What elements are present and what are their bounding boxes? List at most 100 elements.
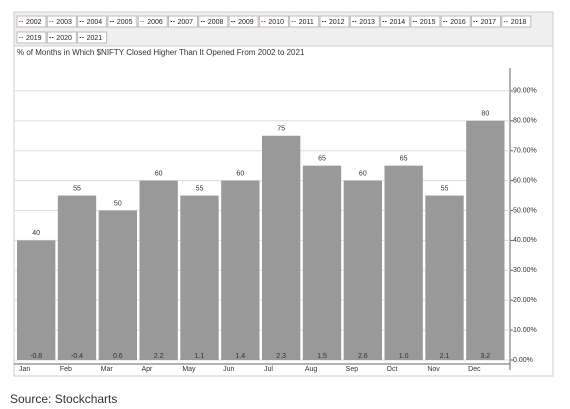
source: Source: Stockcharts (10, 392, 117, 406)
value-label: 55 (441, 185, 449, 192)
legend-button[interactable] (107, 15, 138, 28)
legend-label: 2015 (420, 19, 436, 26)
legend-button[interactable] (137, 15, 168, 28)
value-label: 80 (481, 111, 489, 118)
return-label: 2.3 (276, 353, 286, 360)
x-tick-label: Apr (142, 366, 154, 373)
bar (262, 135, 301, 360)
legend-button[interactable] (16, 15, 47, 28)
bar (57, 195, 97, 360)
y-tick-label: 30.00% (513, 267, 537, 274)
value-label: 60 (236, 170, 244, 177)
y-tick-label: 90.00% (513, 88, 537, 95)
legend-label: 2008 (208, 19, 224, 26)
y-tick-label: 10.00% (513, 327, 537, 334)
legend-button[interactable] (440, 15, 471, 28)
bar (221, 180, 260, 360)
x-tick-label: Dec (468, 366, 481, 373)
x-tick-label: Jan (19, 366, 30, 373)
legend-label: 2016 (450, 19, 466, 26)
legend-label: 2011 (299, 19, 314, 26)
legend-label: 2010 (268, 19, 284, 26)
value-label: 55 (196, 185, 204, 192)
x-tick-label: Sep (346, 366, 359, 373)
y-tick-label: 80.00% (513, 118, 537, 125)
legend-label: 2018 (511, 19, 527, 26)
legend-label: 2012 (329, 19, 345, 26)
legend-label: 2021 (87, 35, 103, 42)
y-tick-label: 40.00% (513, 237, 537, 244)
legend-button[interactable] (471, 15, 501, 28)
bar (180, 195, 219, 360)
return-label: 1.1 (195, 353, 205, 360)
bar (384, 165, 423, 360)
value-label: 55 (73, 185, 81, 192)
value-label: 65 (400, 155, 408, 162)
legend-label: 2003 (56, 19, 72, 26)
legend-button[interactable] (289, 15, 320, 28)
y-tick-label: 50.00% (513, 207, 537, 214)
legend-button[interactable] (258, 15, 289, 28)
legend-label: 2013 (359, 19, 375, 26)
return-label: 2.1 (440, 353, 450, 360)
bar (98, 210, 137, 360)
return-label: -0.4 (71, 353, 83, 360)
legend-button[interactable] (46, 31, 77, 44)
legend-button[interactable] (349, 15, 380, 28)
value-label: 75 (277, 126, 285, 133)
legend-button[interactable] (77, 15, 108, 28)
legend-label: 2014 (390, 19, 406, 26)
return-label: 0.6 (113, 353, 123, 360)
legend-button[interactable] (46, 15, 77, 28)
value-label: 60 (155, 170, 163, 177)
bar (425, 195, 464, 360)
return-label: 3.2 (480, 353, 490, 360)
legend-label: 2020 (56, 35, 72, 42)
value-label: 60 (359, 170, 367, 177)
legend-button[interactable] (77, 31, 108, 44)
legend-label: 2006 (147, 19, 163, 26)
x-tick-label: May (182, 366, 196, 373)
legend-label: 2007 (178, 19, 194, 26)
x-tick-label: Jun (223, 366, 234, 373)
value-label: 50 (114, 200, 122, 207)
return-label: 1.4 (235, 353, 245, 360)
legend-button[interactable] (410, 15, 441, 28)
x-tick-label: Mar (101, 366, 114, 373)
x-tick-label: Jul (264, 366, 273, 373)
legend-label: 2004 (87, 19, 103, 26)
return-label: 2.2 (154, 353, 164, 360)
bar (302, 165, 342, 360)
return-label: 1.5 (317, 353, 327, 360)
legend-label: 2002 (26, 19, 42, 26)
x-tick-label: Oct (387, 366, 398, 373)
legend-button[interactable] (228, 15, 259, 28)
y-tick-label: 60.00% (513, 177, 537, 184)
bar (466, 120, 505, 360)
bar (139, 180, 178, 360)
chart-title: % of Months in Which $NIFTY Closed Highe… (17, 48, 305, 57)
legend-label: 2005 (117, 19, 133, 26)
y-tick-label: 0.00% (513, 357, 533, 364)
return-label: -0.8 (30, 353, 42, 360)
y-tick-label: 20.00% (513, 297, 537, 304)
x-tick-label: Nov (427, 366, 440, 373)
x-tick-label: Feb (60, 366, 72, 373)
x-tick-label: Aug (305, 366, 318, 373)
legend-label: 2017 (481, 19, 497, 26)
legend-label: 2019 (26, 35, 42, 42)
value-label: 40 (32, 230, 40, 237)
legend-button[interactable] (198, 15, 229, 28)
legend-button[interactable] (319, 15, 350, 28)
return-label: 1.0 (399, 353, 409, 360)
legend-button[interactable] (168, 15, 198, 28)
legend-button[interactable] (380, 15, 411, 28)
return-label: 2.6 (358, 353, 368, 360)
value-label: 65 (318, 155, 326, 162)
bar (17, 240, 56, 360)
legend-button[interactable] (16, 31, 47, 44)
legend-button[interactable] (501, 15, 532, 28)
bar (343, 180, 382, 360)
y-tick-label: 70.00% (513, 148, 537, 155)
